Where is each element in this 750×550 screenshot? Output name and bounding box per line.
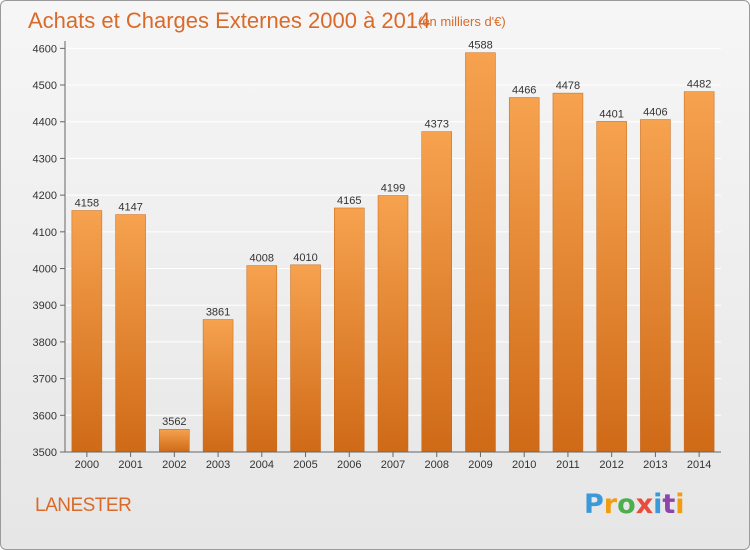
y-tick-label: 3700	[33, 374, 57, 386]
x-tick-label-2010: 2010	[512, 459, 536, 471]
x-tick-label-2002: 2002	[162, 459, 186, 471]
x-tick-label-2014: 2014	[687, 459, 711, 471]
y-tick-label: 4300	[33, 153, 57, 165]
value-label-2012: 4401	[599, 108, 623, 120]
axes: 3500 3600 3700 3800 3900 4000 4100 4200 4300 4400…	[33, 41, 721, 471]
bar-2007	[377, 195, 409, 453]
bar-2014	[683, 91, 715, 453]
proxiti-logo: Proxiti	[584, 489, 685, 520]
y-tick-label: 4500	[33, 80, 57, 92]
x-tick-label-2001: 2001	[118, 459, 142, 471]
value-label-2004: 4008	[250, 253, 274, 265]
value-label-2011: 4478	[556, 80, 580, 92]
y-tick-label: 3500	[33, 447, 57, 459]
x-tick-label-2008: 2008	[424, 459, 448, 471]
bar-2001	[115, 214, 146, 453]
value-label-2013: 4406	[643, 107, 667, 119]
logo-letter: P	[584, 489, 604, 520]
y-tick-label: 4400	[33, 117, 57, 129]
y-tick-label: 4000	[33, 264, 57, 276]
bar-2010	[508, 97, 540, 453]
x-tick-label-2009: 2009	[468, 459, 492, 471]
bar-2012	[596, 121, 627, 453]
logo-letter: o	[617, 489, 636, 520]
x-tick-label-2007: 2007	[381, 459, 405, 471]
y-tick-label: 4100	[33, 227, 57, 239]
value-label-2006: 4165	[337, 195, 361, 207]
logo-letter: r	[603, 489, 618, 520]
y-tick-label: 3600	[33, 410, 57, 422]
bar-2006	[334, 207, 365, 453]
bars	[71, 52, 715, 453]
bar-2005	[290, 264, 321, 453]
bar-2000	[71, 210, 103, 453]
data-labels: 4158 4147 3562 3861 4008 4010 4165 4199 4373 4588…	[75, 40, 712, 429]
value-label-2003: 3861	[206, 307, 230, 319]
logo-letter: i	[675, 489, 685, 520]
x-tick-label-2006: 2006	[337, 459, 361, 471]
value-label-2005: 4010	[293, 252, 317, 264]
x-tick-label-2003: 2003	[206, 459, 230, 471]
logo-letter: x	[635, 489, 654, 520]
x-tick-label-2004: 2004	[250, 459, 274, 471]
x-tick-label-2005: 2005	[293, 459, 317, 471]
value-label-2002: 3562	[162, 416, 186, 428]
chart-title: Achats et Charges Externes 2000 à 2014	[28, 8, 430, 33]
value-label-2001: 4147	[118, 202, 142, 214]
y-tick-label: 4600	[33, 43, 57, 55]
bar-2004	[246, 265, 278, 453]
value-label-2000: 4158	[75, 198, 99, 210]
value-label-2007: 4199	[381, 182, 405, 194]
x-tick-label-2013: 2013	[643, 459, 667, 471]
value-label-2014: 4482	[687, 79, 711, 91]
value-label-2009: 4588	[468, 40, 492, 52]
bar-2011	[552, 92, 584, 453]
bar-2009	[465, 52, 496, 453]
value-label-2008: 4373	[424, 119, 448, 131]
value-label-2010: 4466	[512, 85, 536, 97]
y-tick-label: 4200	[33, 190, 57, 202]
y-tick-label: 3900	[33, 300, 57, 312]
y-tick-label: 3800	[33, 337, 57, 349]
city-name: LANESTER	[35, 495, 132, 516]
x-tick-label-2012: 2012	[599, 459, 623, 471]
logo-letter: t	[662, 489, 676, 520]
bar-2002	[159, 428, 190, 453]
bar-2003	[202, 319, 234, 453]
bar-2013	[640, 119, 671, 453]
chart-subtitle: (en milliers d'€)	[418, 14, 506, 29]
x-tick-label-2011: 2011	[556, 459, 580, 471]
logo-letter: i	[653, 489, 663, 520]
x-tick-label-2000: 2000	[75, 459, 99, 471]
bar-2008	[421, 131, 452, 453]
